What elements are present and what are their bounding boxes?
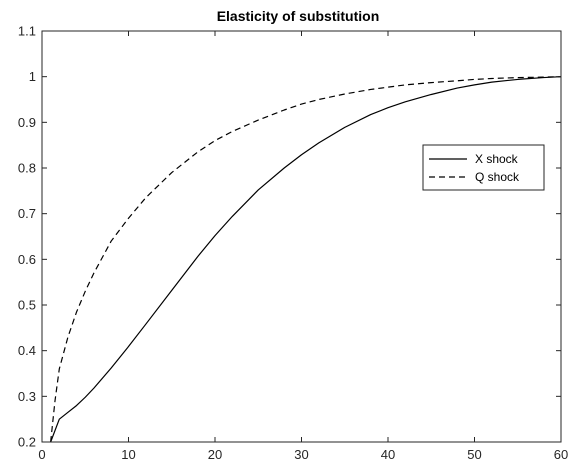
x-tick-label: 40 <box>381 447 395 462</box>
legend: X shock Q shock <box>422 144 545 191</box>
legend-label: X shock <box>475 152 519 166</box>
y-tick-label: 0.9 <box>18 115 36 130</box>
series-line-q-shock <box>50 76 562 443</box>
x-tick-label: 60 <box>554 447 568 462</box>
y-tick-label: 0.6 <box>18 252 36 267</box>
y-tick-label: 0.8 <box>18 161 36 176</box>
x-tick-label: 10 <box>121 447 135 462</box>
y-tick-label: 0.2 <box>18 435 36 450</box>
legend-label: Q shock <box>475 170 520 184</box>
y-tick-label: 1 <box>29 69 36 84</box>
y-tick-label: 0.7 <box>18 206 36 221</box>
y-tick-label: 0.4 <box>18 343 36 358</box>
series-line-x-shock <box>50 76 562 443</box>
x-tick-label: 30 <box>294 447 308 462</box>
curves <box>50 76 562 443</box>
chart-title: Elasticity of substitution <box>217 8 380 24</box>
legend-box <box>422 144 545 191</box>
x-tick-label: 50 <box>467 447 481 462</box>
y-tick-label: 1.1 <box>18 24 36 39</box>
plot-area <box>42 31 561 442</box>
x-tick-label: 0 <box>38 447 45 462</box>
x-tick-label: 20 <box>208 447 222 462</box>
y-tick-label: 0.5 <box>18 298 36 313</box>
ticks: 0 10 20 30 40 50 60 0.2 0.3 0.4 0.5 0.6 0.7 0.8 0.9 1 1.… <box>18 24 568 463</box>
y-tick-label: 0.3 <box>18 389 36 404</box>
